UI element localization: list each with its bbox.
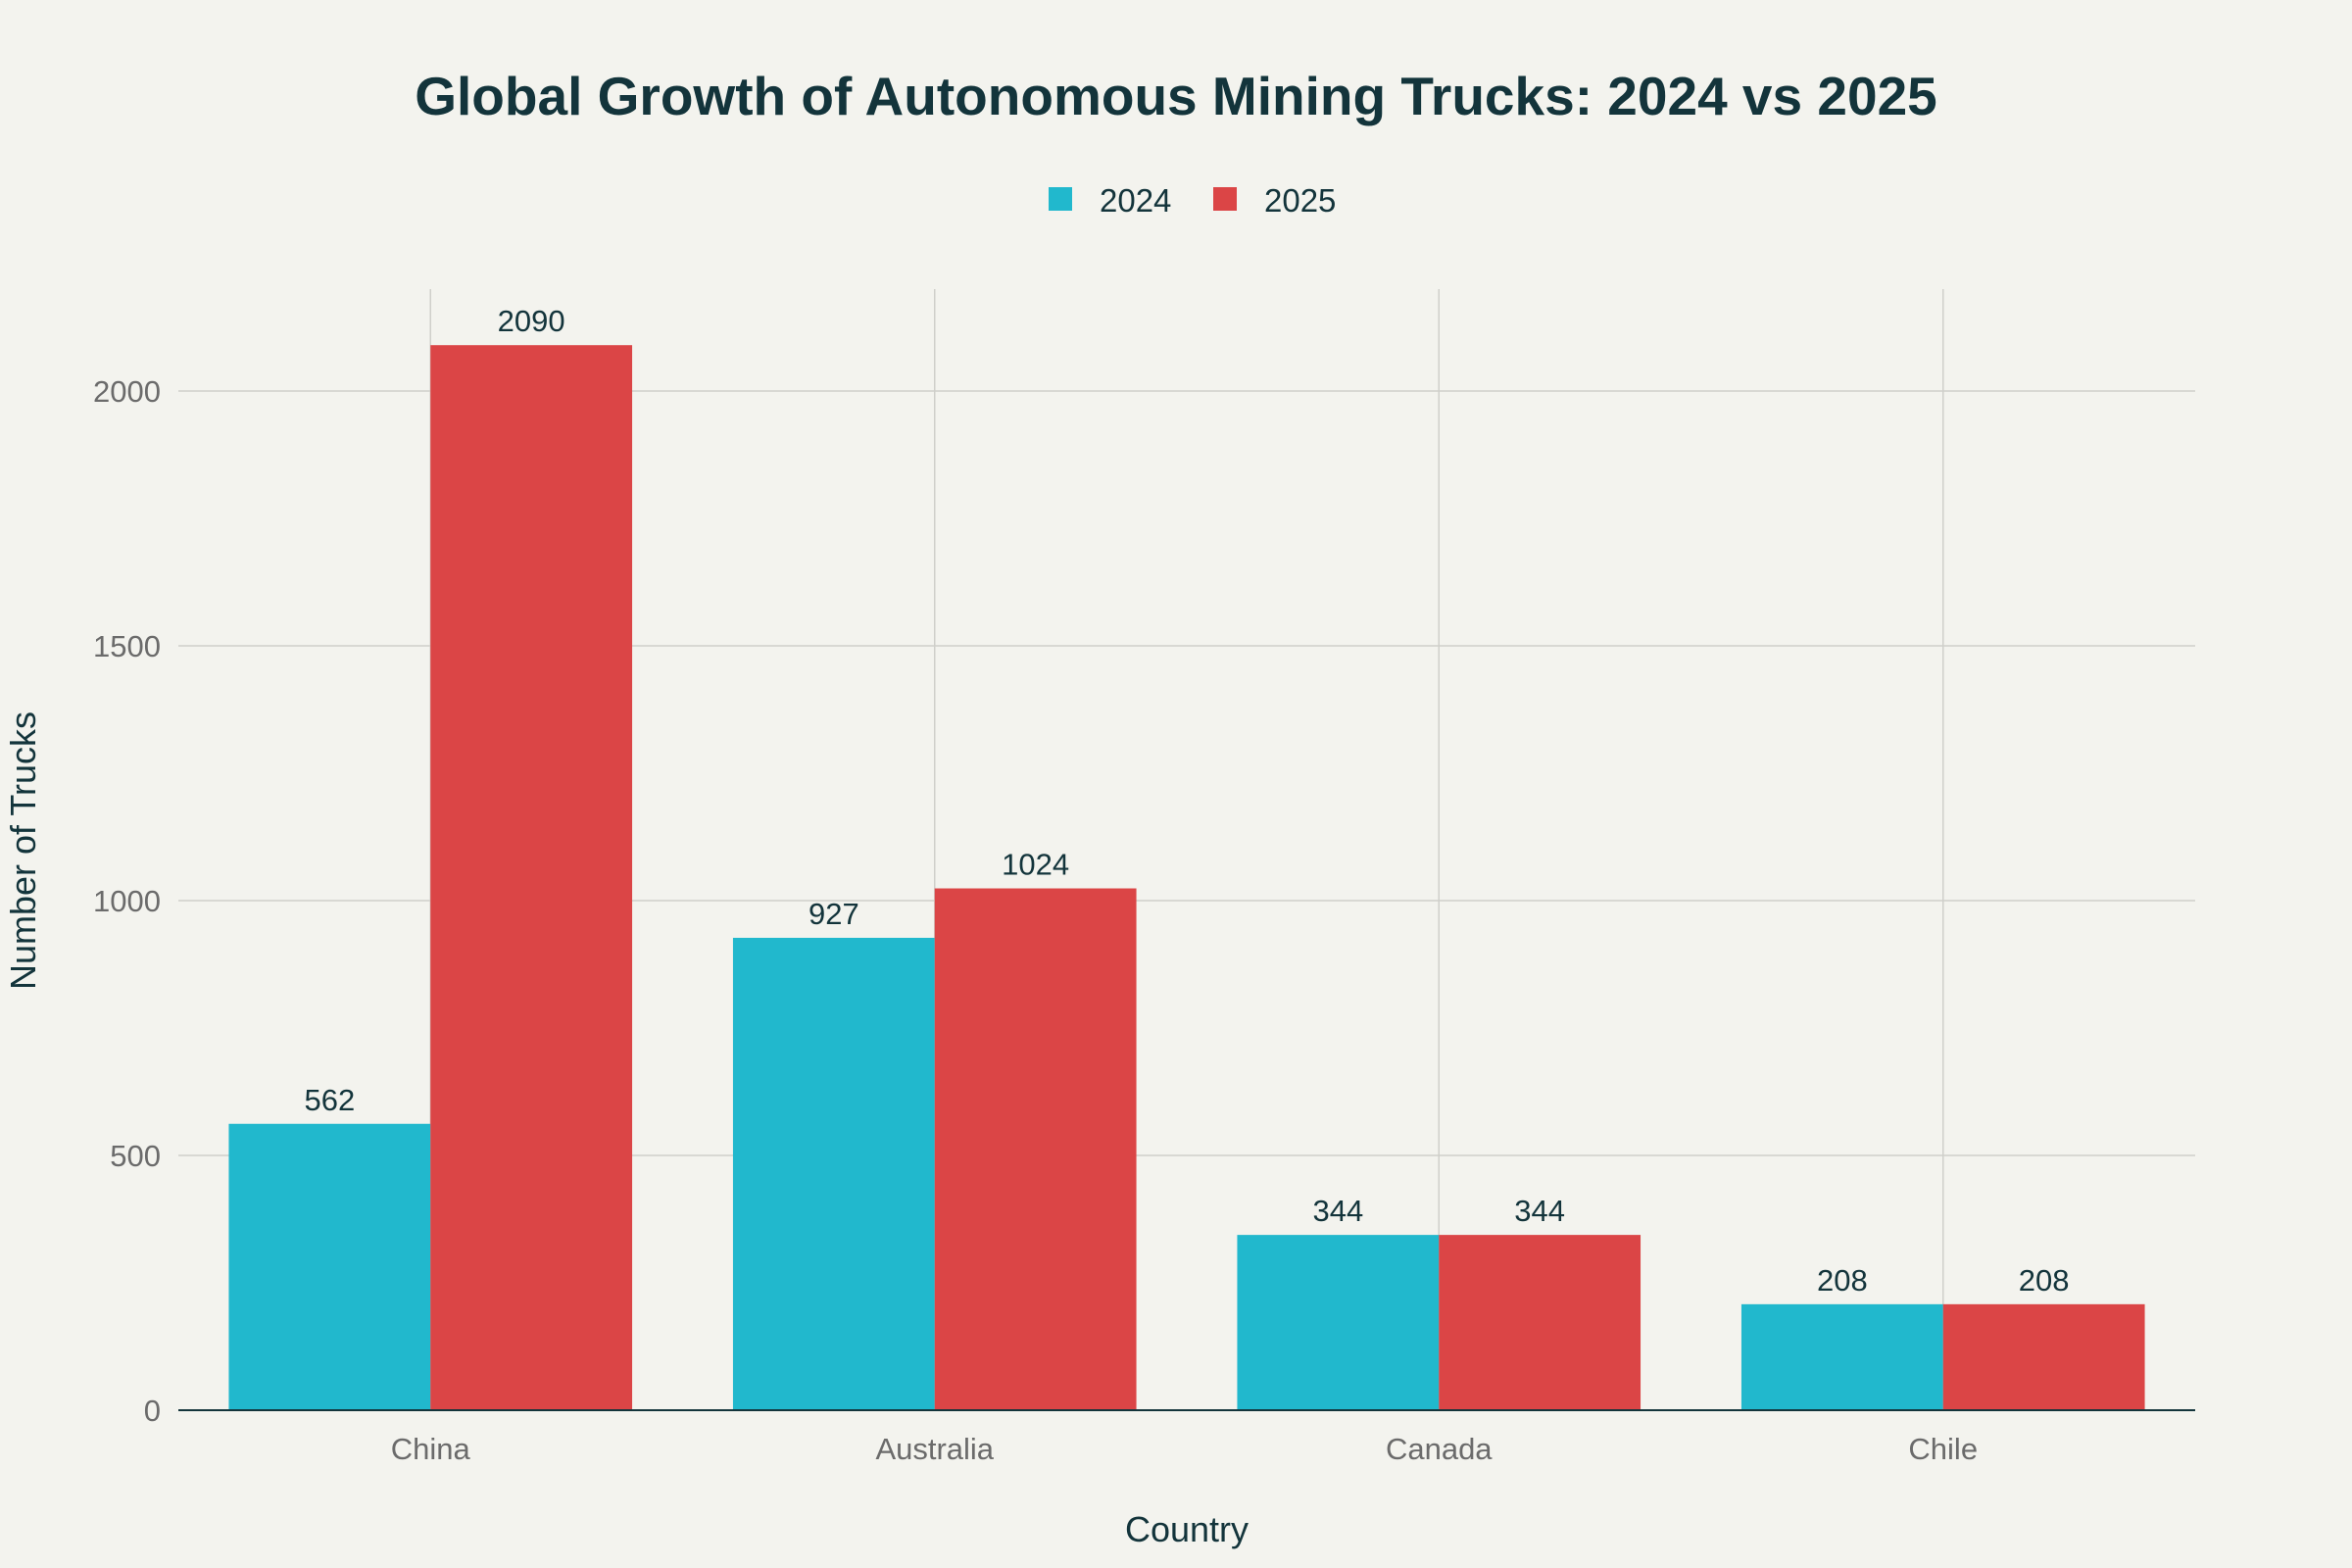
data-label-2025-china: 2090 xyxy=(498,304,565,338)
chart-title: Global Growth of Autonomous Mining Truck… xyxy=(415,66,1937,126)
data-labels: 562 927 344 208 2090 1024 344 208 xyxy=(304,304,2069,1298)
legend-label-2024: 2024 xyxy=(1100,182,1171,219)
y-tick-label: 1000 xyxy=(93,884,161,918)
bar-2025-canada xyxy=(1439,1235,1642,1410)
legend-label-2025: 2025 xyxy=(1264,182,1336,219)
bar-2024-china xyxy=(228,1123,431,1410)
y-tick-label: 500 xyxy=(110,1139,161,1173)
y-axis: 0 500 1000 1500 2000 xyxy=(93,374,161,1428)
data-label-2024-canada: 344 xyxy=(1312,1194,1363,1228)
data-label-2025-chile: 208 xyxy=(2019,1263,2070,1298)
bar-2025-australia xyxy=(934,888,1137,1410)
y-tick-label: 2000 xyxy=(93,374,161,409)
x-tick-label: Canada xyxy=(1386,1432,1493,1466)
x-tick-label: Chile xyxy=(1908,1432,1978,1466)
data-label-2024-chile: 208 xyxy=(1817,1263,1868,1298)
bar-2024-australia xyxy=(732,937,935,1410)
data-label-2024-china: 562 xyxy=(304,1083,355,1117)
bar-2024-canada xyxy=(1237,1235,1440,1410)
x-axis-title: Country xyxy=(1125,1509,1249,1549)
x-tick-label: Australia xyxy=(875,1432,994,1466)
legend-swatch-2025 xyxy=(1213,187,1237,211)
legend-swatch-2024 xyxy=(1049,187,1072,211)
data-label-2025-canada: 344 xyxy=(1514,1194,1565,1228)
x-tick-label: China xyxy=(391,1432,471,1466)
bar-2025-china xyxy=(430,345,633,1411)
bar-2025-chile xyxy=(1942,1303,2145,1410)
y-tick-label: 0 xyxy=(144,1394,161,1428)
bar-2024-chile xyxy=(1740,1303,1943,1410)
data-label-2024-australia: 927 xyxy=(808,897,859,931)
legend: 2024 2025 xyxy=(1049,182,1336,219)
y-axis-title: Number of Trucks xyxy=(3,711,43,990)
data-label-2025-australia: 1024 xyxy=(1002,848,1069,882)
x-axis: China Australia Canada Chile xyxy=(178,1409,2195,1466)
y-tick-label: 1500 xyxy=(93,629,161,663)
bars xyxy=(228,345,2145,1411)
